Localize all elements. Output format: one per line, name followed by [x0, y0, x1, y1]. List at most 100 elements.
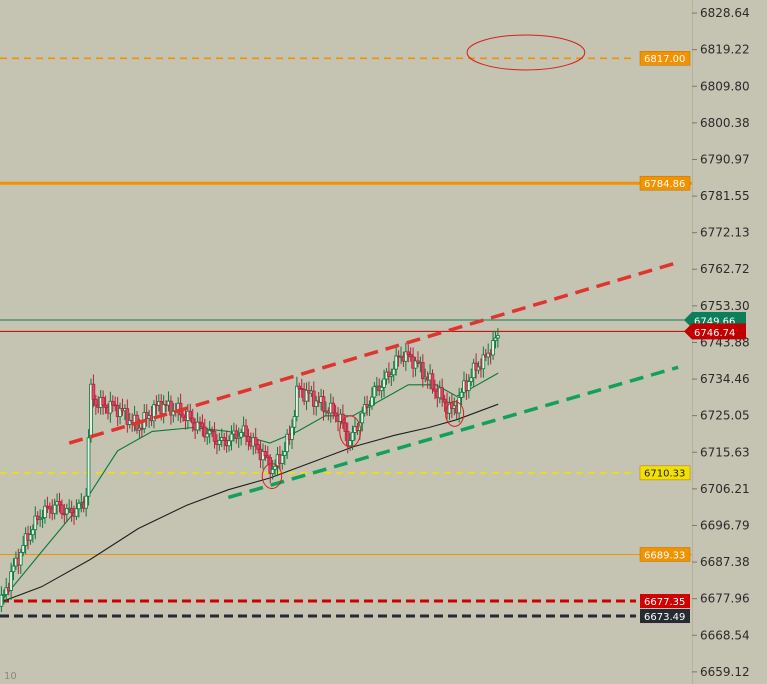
candle-body [282, 451, 287, 456]
price-tag-label: 6817.00 [644, 54, 685, 65]
candle-body [205, 433, 210, 438]
candle-body [33, 515, 38, 531]
y-tick-label: 6828.64 [700, 6, 750, 20]
candle-body [266, 455, 270, 459]
candle-body [101, 397, 105, 406]
candle-body [379, 386, 384, 392]
candle-body [74, 508, 79, 517]
price-tag-label: 6749.66 [694, 317, 735, 328]
candle-body [60, 504, 64, 515]
candle-body [263, 451, 268, 457]
candle-body [459, 391, 464, 398]
candle-body [64, 508, 69, 515]
candle-body [404, 351, 408, 362]
candle-body [370, 396, 374, 407]
candle-body [152, 404, 156, 422]
candle-body [94, 398, 98, 406]
candle-body [408, 354, 413, 358]
y-tick-label: 6677.96 [700, 592, 750, 606]
candle-body [290, 426, 294, 440]
candle-body [467, 381, 471, 391]
candle-body [481, 354, 486, 370]
candle-body [18, 551, 23, 566]
candle-body [118, 407, 122, 417]
candle-body [239, 432, 243, 438]
candle-body [312, 390, 316, 407]
candle-body [421, 362, 425, 380]
candle-body [227, 440, 231, 447]
candle-body [2, 594, 6, 596]
candle-body [4, 587, 9, 595]
candle-body [362, 404, 367, 414]
y-tick-label: 6734.46 [700, 372, 750, 386]
candle-body [496, 335, 500, 339]
candle-body [367, 405, 372, 408]
candle-body [345, 431, 350, 447]
trendline[interactable] [68, 260, 679, 445]
candle-body [493, 337, 498, 341]
candle-body [84, 495, 88, 509]
candle-body [0, 594, 4, 607]
price-tag [639, 465, 691, 481]
y-tick-label: 6790.97 [700, 152, 750, 166]
y-tick-label: 6800.38 [700, 116, 750, 130]
trendline[interactable] [227, 365, 679, 500]
candle-body [43, 505, 47, 518]
candle-body [321, 396, 326, 412]
candle-body [372, 386, 377, 398]
x-axis-corner-label: 10 [4, 671, 17, 682]
candle-body [343, 422, 348, 432]
candle-body [21, 545, 25, 553]
candle-body [31, 529, 35, 536]
price-tag [639, 175, 691, 191]
candle-body [9, 571, 13, 591]
candle-body [229, 433, 234, 442]
candle-body [389, 374, 394, 377]
candle-body [181, 414, 185, 418]
candle-body [295, 385, 299, 417]
price-tag [684, 323, 746, 340]
price-tag [640, 609, 690, 624]
y-tick-label: 6715.63 [700, 445, 750, 459]
price-tag [640, 594, 690, 609]
price-tag-label: 6677.35 [644, 597, 685, 608]
highlight-circle [466, 34, 586, 71]
candle-body [210, 430, 214, 432]
y-tick-label: 6696.79 [700, 518, 750, 532]
candle-body [234, 430, 239, 439]
candle-body [350, 431, 355, 441]
candle-body [430, 373, 435, 390]
candle-body [203, 426, 207, 438]
y-tick-label: 6725.05 [700, 409, 750, 423]
candle-body [348, 440, 352, 447]
candle-body [297, 385, 302, 389]
candle-body [110, 400, 115, 406]
candle-body [86, 437, 91, 497]
price-tag-label: 6784.86 [644, 179, 685, 190]
candle-body [292, 416, 297, 428]
candle-body [57, 501, 62, 506]
y-tick-label: 6819.22 [700, 43, 750, 57]
candle-body [52, 504, 57, 514]
candle-body [270, 468, 275, 474]
candle-body [69, 507, 74, 514]
candle-body [360, 412, 365, 424]
price-tag-label: 6689.33 [644, 550, 685, 561]
candle-body [273, 465, 277, 470]
y-tick-label: 6668.54 [700, 628, 750, 642]
candle-body [48, 505, 52, 510]
highlight-circle [445, 400, 465, 427]
candle-body [433, 388, 437, 392]
candle-body [103, 404, 108, 408]
candle-body [491, 340, 495, 356]
y-tick-label: 6781.55 [700, 189, 750, 203]
candle-body [440, 387, 444, 400]
price-tag [639, 51, 691, 66]
candle-body [190, 417, 195, 424]
candle-body [125, 408, 130, 425]
y-tick-label: 6772.13 [700, 226, 750, 240]
price-tag-label: 6673.49 [644, 612, 685, 623]
candle-body [457, 397, 461, 414]
candle-body [253, 437, 258, 445]
